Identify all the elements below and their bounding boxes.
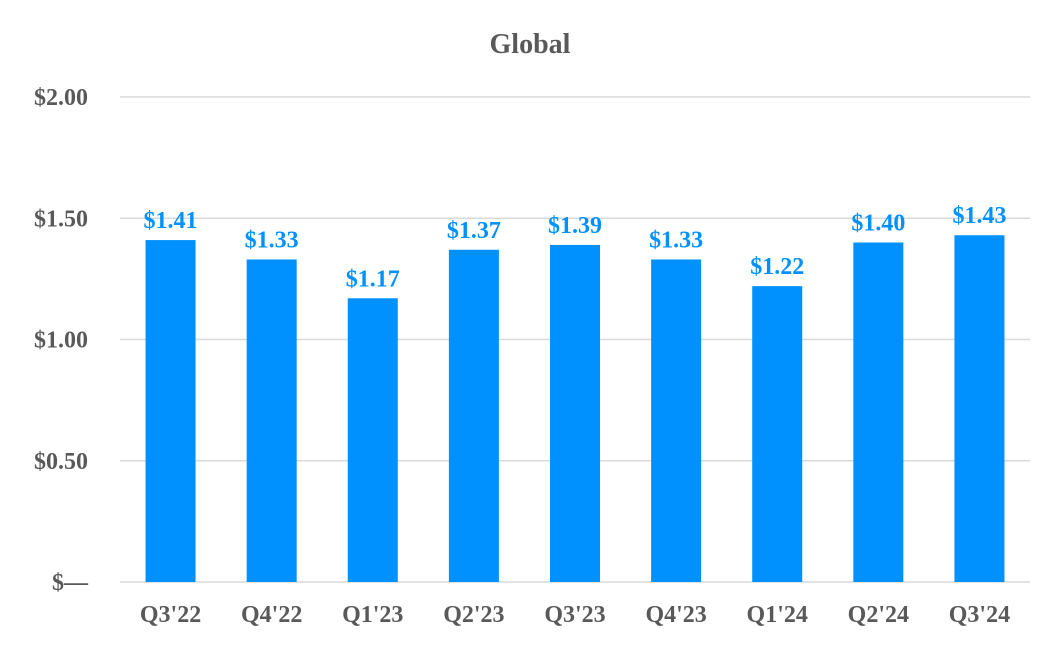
data-label: $1.22 <box>750 254 804 280</box>
bar <box>550 244 600 583</box>
x-tick-label: Q1'24 <box>747 602 808 628</box>
bar <box>145 240 196 582</box>
data-label: $1.33 <box>649 227 703 253</box>
chart-title: Global <box>490 29 571 60</box>
x-tick-label: Q4'23 <box>645 602 706 628</box>
x-tick-label: Q3'24 <box>949 602 1010 628</box>
data-label: $1.43 <box>952 203 1006 229</box>
x-tick-label: Q3'23 <box>544 602 605 628</box>
bar <box>448 249 499 582</box>
bar <box>246 259 297 582</box>
bar <box>651 259 702 582</box>
data-labels: $1.41 $1.33 $1.17 $1.37 $1.39 $1.33 $1.22 $1.40… <box>144 203 1007 292</box>
data-label: $1.33 <box>245 227 299 253</box>
y-tick-label: $2.00 <box>34 85 88 111</box>
x-tick-label: Q4'22 <box>241 602 302 628</box>
data-label: $1.40 <box>851 211 905 237</box>
x-tick-label: Q2'24 <box>848 602 909 628</box>
bars <box>145 235 1005 583</box>
x-tick-label: Q3'22 <box>140 602 201 628</box>
y-tick-label: $— <box>52 570 89 596</box>
data-label: $1.37 <box>447 218 501 244</box>
y-tick-label: $0.50 <box>34 449 88 475</box>
x-axis-tick-labels: Q3'22 Q4'22 Q1'23 Q2'23 Q3'23 Q4'23 Q1'24 Q2'24… <box>140 602 1010 628</box>
bar <box>347 298 398 582</box>
x-tick-label: Q1'23 <box>342 602 403 628</box>
data-label: $1.39 <box>548 213 602 239</box>
bar <box>853 242 904 582</box>
y-axis-tick-labels: $— $0.50 $1.00 $1.50 $2.00 <box>34 85 89 596</box>
x-tick-label: Q2'23 <box>443 602 504 628</box>
y-tick-label: $1.00 <box>34 328 88 354</box>
bar <box>954 235 1005 582</box>
bar <box>752 286 803 582</box>
y-tick-label: $1.50 <box>34 206 88 232</box>
data-label: $1.17 <box>346 266 400 292</box>
data-label: $1.41 <box>144 208 198 234</box>
